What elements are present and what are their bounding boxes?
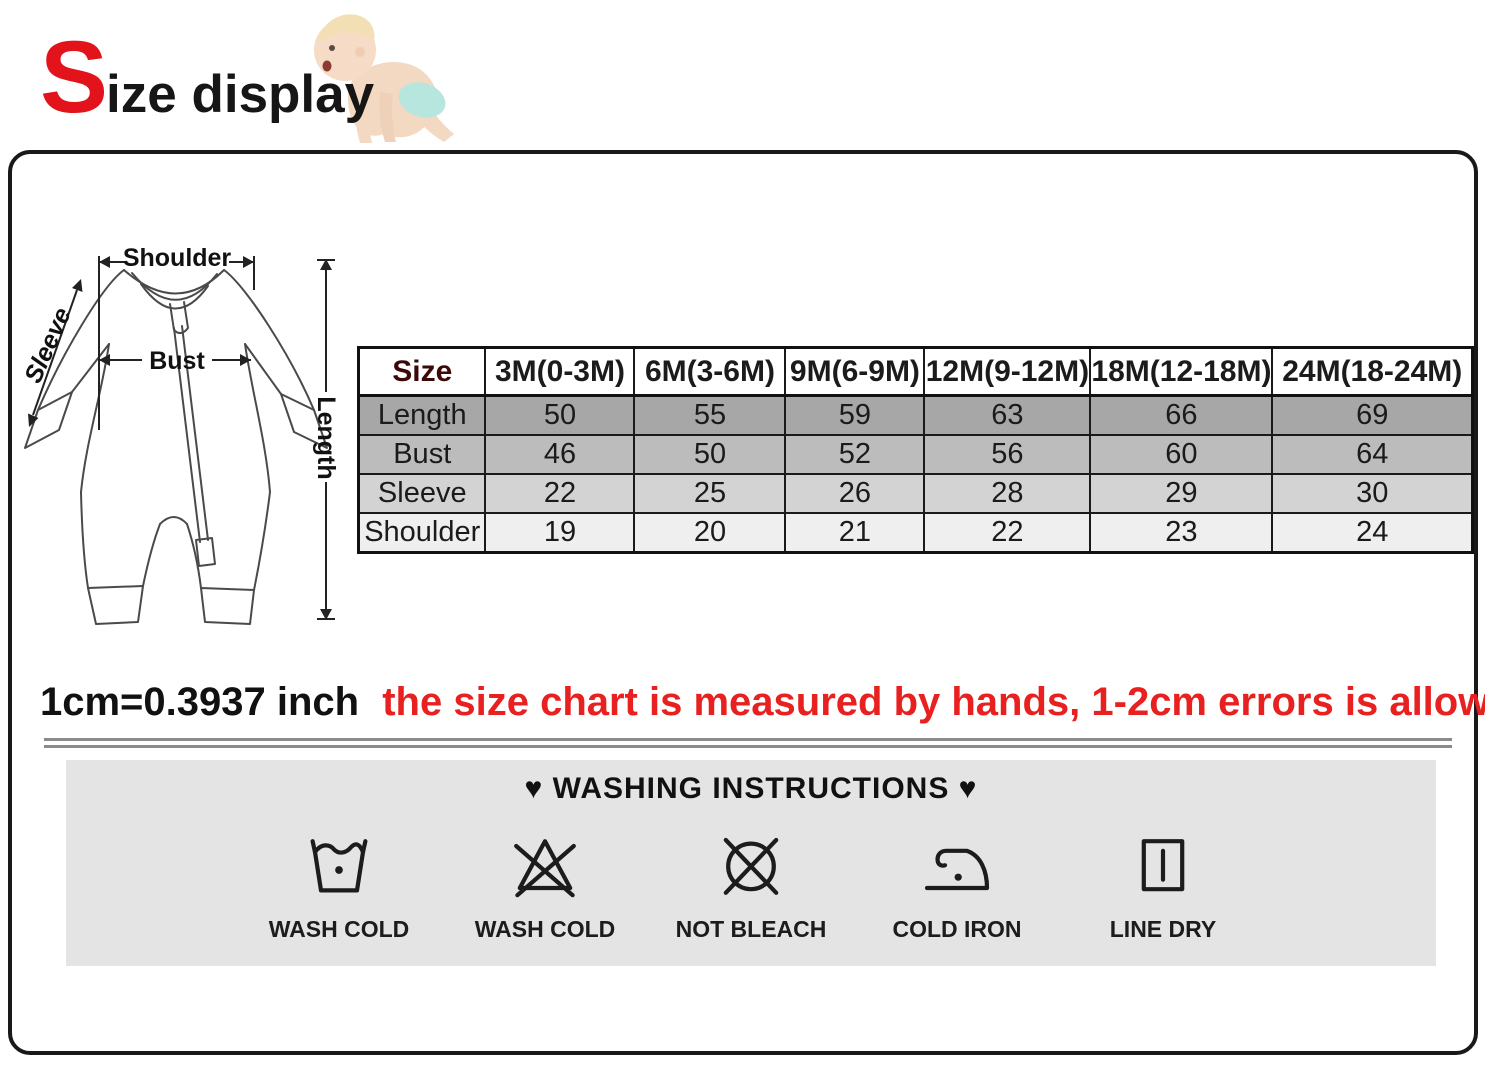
garment-measure-diagram: Shoulder Bust Sleeve Length [19, 244, 340, 625]
col-header-9m: 9M(6-9M) [784, 346, 926, 397]
cell: 69 [1271, 394, 1474, 436]
cm-inch-conversion: 1cm=0.3937 inch [40, 680, 360, 724]
col-header-6m: 6M(3-6M) [633, 346, 787, 397]
wash-tub-icon [310, 839, 368, 893]
cell: 22 [923, 512, 1092, 554]
iron-icon [924, 848, 990, 891]
table-row-bust: Bust 46 50 52 56 60 64 [357, 434, 1474, 475]
cell: 50 [633, 434, 787, 475]
crossed-triangle-icon [514, 839, 576, 898]
content-frame: Shoulder Bust Sleeve Length Size 3M(0-3M… [8, 150, 1485, 1055]
title-rest: ize display [106, 65, 375, 124]
row-label: Shoulder [357, 512, 487, 554]
washing-item-label: LINE DRY [1109, 916, 1217, 942]
cell: 29 [1089, 473, 1274, 514]
baby-photo [314, 14, 454, 143]
cell: 60 [1089, 434, 1274, 475]
cell: 23 [1089, 512, 1274, 554]
cell: 21 [784, 512, 926, 554]
cell: 30 [1271, 473, 1474, 514]
cell: 64 [1271, 434, 1474, 475]
bust-label: Bust [149, 347, 205, 375]
cell: 63 [923, 394, 1092, 436]
cell: 66 [1089, 394, 1274, 436]
row-label: Sleeve [357, 473, 487, 514]
washing-icons-row: WASH COLD WASH COLD [66, 828, 1436, 943]
row-label: Bust [357, 434, 487, 475]
washing-item-label: COLD IRON [892, 916, 1022, 942]
col-header-size: Size [357, 346, 487, 397]
length-label: Length [312, 396, 340, 479]
measure-arrows [32, 256, 335, 620]
size-table-header-row: Size 3M(0-3M) 6M(3-6M) 9M(6-9M) 12M(9-12… [357, 346, 1474, 397]
cell: 22 [484, 473, 636, 514]
cell: 19 [484, 512, 636, 554]
washing-instructions-box: ♥ WASHING INSTRUCTIONS ♥ WASH COLD [66, 760, 1436, 966]
table-row-shoulder: Shoulder 19 20 21 22 23 24 [357, 512, 1474, 554]
cell: 50 [484, 394, 636, 436]
washing-item: NOT BLEACH [675, 828, 827, 943]
arrowheads [28, 256, 332, 620]
double-divider [44, 738, 1452, 748]
measurement-note: 1cm=0.3937 inch the size chart is measur… [40, 680, 1485, 725]
cell: 24 [1271, 512, 1474, 554]
cell: 46 [484, 434, 636, 475]
washing-item-label: WASH COLD [474, 916, 616, 942]
cell: 25 [633, 473, 787, 514]
cell: 52 [784, 434, 926, 475]
col-header-18m: 18M(12-18M) [1089, 346, 1274, 397]
sleeve-label: Sleeve [19, 303, 77, 387]
square-line-dry-icon [1141, 839, 1185, 892]
washing-instructions-title: ♥ WASHING INSTRUCTIONS ♥ [524, 772, 978, 805]
cell: 28 [923, 473, 1092, 514]
cell: 55 [633, 394, 787, 436]
washing-item: WASH COLD [469, 828, 621, 943]
measurement-disclaimer: the size chart is measured by hands, 1-2… [382, 680, 1485, 724]
shoulder-label: Shoulder [123, 244, 232, 272]
crossed-circle-icon [723, 837, 779, 895]
washing-item-label: WASH COLD [268, 916, 410, 942]
table-row-length: Length 50 55 59 63 66 69 [357, 394, 1474, 436]
col-header-12m: 12M(9-12M) [923, 346, 1092, 397]
title-initial: S [40, 20, 108, 134]
cell: 59 [784, 394, 926, 436]
cell: 20 [633, 512, 787, 554]
washing-item: COLD IRON [881, 828, 1033, 943]
washing-item-label: NOT BLEACH [675, 916, 827, 942]
cell: 56 [923, 434, 1092, 475]
cell: 26 [784, 473, 926, 514]
row-label: Length [357, 394, 487, 436]
col-header-3m: 3M(0-3M) [484, 346, 636, 397]
washing-item: WASH COLD [263, 828, 415, 943]
size-table: Size 3M(0-3M) 6M(3-6M) 9M(6-9M) 12M(9-12… [357, 346, 1474, 554]
washing-item: LINE DRY [1087, 828, 1239, 943]
col-header-24m: 24M(18-24M) [1271, 346, 1474, 397]
table-row-sleeve: Sleeve 22 25 26 28 29 30 [357, 473, 1474, 514]
